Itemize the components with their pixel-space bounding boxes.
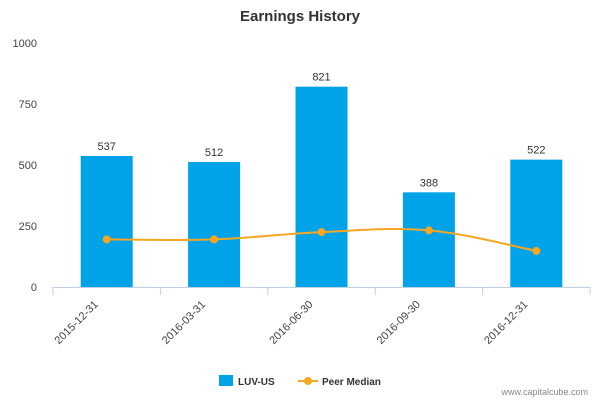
y-tick-label: 0 [31,282,37,294]
bar [510,159,563,287]
bar-data-label: 388 [420,177,438,189]
legend-luv-us-label[interactable]: LUV-US [238,377,275,388]
bar-series: 537 512 821 388 522 [80,72,563,288]
x-tick-label: 2016-06-30 [267,299,315,347]
bar-data-label: 537 [98,141,116,153]
y-tick-label: 500 [19,160,37,172]
x-tick-label: 2016-09-30 [375,299,423,347]
bar-data-label: 522 [527,145,545,157]
legend-peer-median-label[interactable]: Peer Median [322,377,381,388]
bar [80,155,133,287]
x-tick-label: 2015-12-31 [53,299,101,347]
x-axis: 2015-12-31 2016-03-31 2016-06-30 2016-09-30… [52,287,591,347]
bar-data-label: 821 [312,72,330,84]
x-tick-label: 2016-12-31 [482,299,530,347]
legend: LUV-US Peer Median [219,375,381,388]
y-tick-label: 1000 [13,38,37,50]
bar [402,192,455,287]
chart-title: Earnings History [240,8,361,25]
peer-median-point [317,228,326,237]
bar-data-label: 512 [205,147,223,159]
y-tick-label: 750 [19,99,37,111]
bar [188,162,241,287]
legend-luv-us-swatch [219,375,233,386]
peer-median-point [532,246,541,255]
legend-peer-median-marker [304,377,312,385]
peer-median-point [424,226,433,235]
peer-median-point [210,235,219,244]
y-axis: 0 250 500 750 1000 [13,38,37,294]
line-series [102,226,541,255]
source-credit: www.capitalcube.com [500,387,588,397]
x-tick-label: 2016-03-31 [160,299,208,347]
bar [295,86,348,288]
y-tick-label: 250 [19,221,37,233]
peer-median-point [102,235,111,244]
